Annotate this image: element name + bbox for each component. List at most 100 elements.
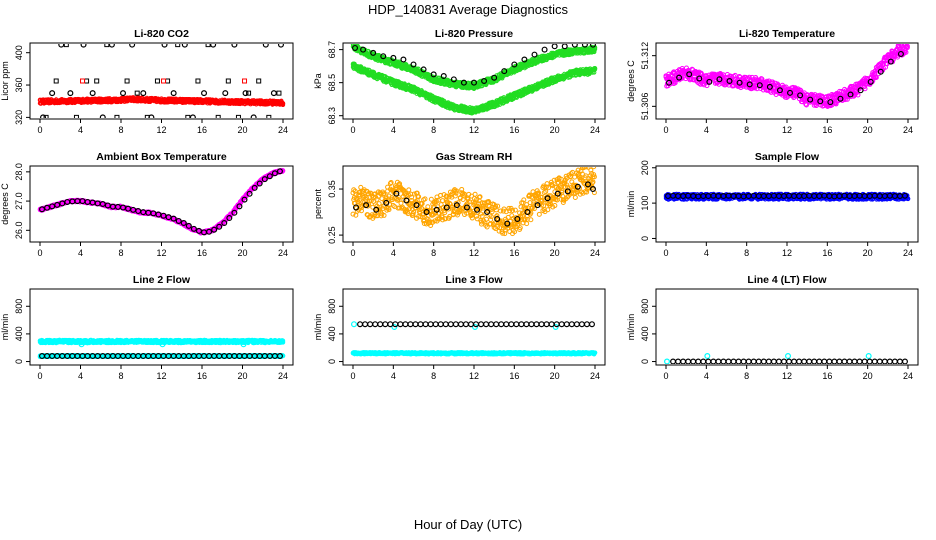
x-tick-label: 16 [822,125,832,135]
point-all [397,181,403,187]
point-line-mean [511,61,518,68]
point-valve-2 [84,78,90,84]
point-all [496,228,502,234]
point-valve-1 [49,90,56,97]
point-all [770,79,776,85]
point-all [366,191,372,197]
point-valve-1 [108,44,115,48]
point-mean [776,87,783,94]
point-all [442,210,448,216]
point-all [381,212,387,218]
point-all [484,224,490,230]
point-valve-2 [276,90,282,96]
point-mean [54,201,61,208]
point-mean [206,228,213,235]
point-mean [716,76,723,83]
x-tick-label: 16 [197,248,207,258]
y-tick-label: 400 [14,45,24,60]
x-tick-label: 12 [469,248,479,258]
point-valve-1 [67,90,74,97]
point-all [442,205,448,211]
point-valve-1 [189,114,196,118]
x-tick-label: 24 [590,125,600,135]
point-line-mean [581,44,588,48]
y-axis-label: degrees C [0,183,10,225]
point-all [472,191,478,197]
x-tick-label: 0 [350,125,355,135]
point-all [454,188,460,194]
point-valve-1 [140,90,147,97]
y-tick-label: 26.0 [14,222,24,240]
point-mean [766,83,773,90]
point-valve-2 [154,78,160,84]
y-tick-label: 320 [14,110,24,125]
point-mean [746,81,753,88]
point-line-mean [531,51,538,58]
point-line-mean [561,44,568,50]
point-mean [221,220,228,227]
point-valve-3 [161,78,167,84]
point-mean [165,214,172,221]
point-all [280,168,286,174]
point-line-mean [471,79,478,86]
point-mean [59,200,66,207]
point-all [495,203,501,209]
point-all [388,180,394,186]
y-tick-label: 0.35 [327,180,337,198]
point-mean [666,79,673,86]
x-tick-label: 4 [391,248,396,258]
y-tick-label: 68.3 [327,107,337,125]
point-all [405,211,411,217]
point-mean [180,220,187,227]
point-mean [857,87,864,94]
point-valve-1 [161,44,168,48]
point-valve-3 [80,78,86,84]
x-tick-label: 24 [903,125,913,135]
y-axis-label: kPa [313,73,323,89]
point-line-mean [501,68,508,75]
point-mean [266,173,273,180]
point-valve-2 [205,44,211,48]
point-valve-1 [89,90,96,97]
point-upper-band [592,47,598,52]
point-valve-1 [262,44,269,48]
x-tick-label: 0 [350,248,355,258]
point-valve-1 [40,114,47,118]
point-all [377,206,383,212]
x-tick-label: 8 [431,125,436,135]
point-valve-2 [73,114,79,118]
point-line-mean [571,44,578,48]
x-tick-label: 20 [237,248,247,258]
point-all [422,196,428,202]
point-all [397,205,403,211]
point-valve-1 [58,44,65,48]
point-mean [185,222,192,229]
point-mean [867,78,874,85]
point-mean [897,50,904,57]
point-mean [686,71,693,78]
x-tick-label: 24 [590,248,600,258]
point-valve-2 [225,78,231,84]
point-valve-2 [266,114,272,118]
point-all [386,207,392,213]
point-all [823,97,829,103]
point-all [904,44,909,46]
point-line-mean [491,74,498,81]
point-valve-1 [222,90,229,97]
point-mean [190,225,197,232]
point-upper-band [416,66,421,72]
point-line-mean [420,66,427,73]
point-line-mean [352,44,359,51]
y-tick-label: 360 [14,78,24,93]
point-mean [887,58,894,65]
marks-li-820-temperature [663,44,910,109]
x-tick-label: 20 [550,125,560,135]
x-tick-label: 12 [782,125,792,135]
x-tick-label: 16 [197,125,207,135]
x-tick-label: 8 [118,125,123,135]
x-tick-label: 20 [863,125,873,135]
y-tick-label: 68.7 [327,41,337,59]
point-mean [756,82,763,89]
point-mean [256,180,263,187]
